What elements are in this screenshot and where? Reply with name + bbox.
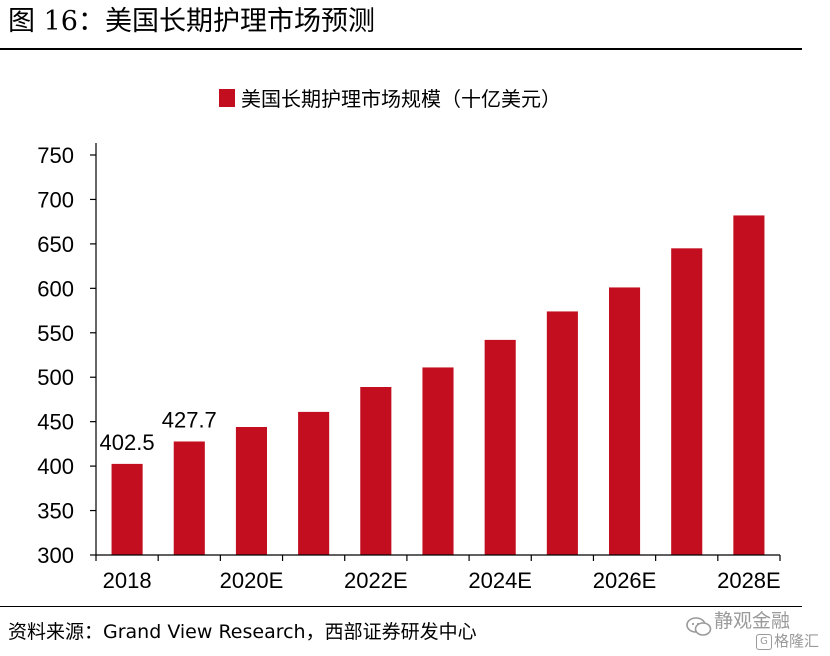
legend-swatch xyxy=(219,89,235,107)
bar-2020E xyxy=(235,427,267,555)
y-tick-label-300: 300 xyxy=(37,543,74,568)
y-tick-label-350: 350 xyxy=(37,499,74,524)
bar-2025E xyxy=(546,311,578,555)
x-tick-label-2028E: 2028E xyxy=(717,568,781,593)
bar-2027E xyxy=(671,248,703,555)
figure-title: 图 16：美国长期护理市场预测 xyxy=(8,6,375,37)
wechat-bubble-icon xyxy=(686,617,712,636)
y-tick-label-500: 500 xyxy=(37,365,74,390)
x-tick-label-2022E: 2022E xyxy=(344,568,408,593)
data-label-2018: 402.5 xyxy=(100,430,155,455)
y-tick-label-400: 400 xyxy=(37,454,74,479)
gelonghui-logo-icon: G xyxy=(756,634,772,650)
bar-2024E xyxy=(484,339,516,555)
x-tick-label-2020E: 2020E xyxy=(220,568,284,593)
watermark-name: 静观金融 xyxy=(714,610,791,632)
y-tick-label-650: 650 xyxy=(37,232,74,257)
chart-legend: 美国长期护理市场规模（十亿美元） xyxy=(219,87,561,111)
bar-2019 xyxy=(173,441,205,555)
bar-2022E xyxy=(360,387,392,555)
bar-chart: 美国长期护理市场规模（十亿美元） 300 350 400 450 500 550 600 65… xyxy=(37,87,781,593)
bar-2021E xyxy=(298,411,330,555)
x-tick-label-2026E: 2026E xyxy=(593,568,657,593)
bar-2023E xyxy=(422,367,454,555)
bar-2026E xyxy=(609,287,641,555)
source-divider xyxy=(0,606,802,607)
y-tick-label-700: 700 xyxy=(37,187,74,212)
watermark-sub: 格隆汇 xyxy=(774,632,820,650)
bar-2028E xyxy=(733,215,765,555)
legend-label: 美国长期护理市场规模（十亿美元） xyxy=(241,87,561,111)
bar-2018 xyxy=(111,463,143,555)
source-note: 资料来源：Grand View Research，西部证券研发中心 xyxy=(8,621,477,643)
title-divider xyxy=(0,48,802,50)
watermark: 静观金融 G 格隆汇 xyxy=(686,606,826,654)
y-tick-label-600: 600 xyxy=(37,276,74,301)
x-tick-label-2018: 2018 xyxy=(103,568,152,593)
y-tick-label-750: 750 xyxy=(37,143,74,168)
y-tick-label-450: 450 xyxy=(37,410,74,435)
x-tick-label-2024E: 2024E xyxy=(468,568,532,593)
y-tick-label-550: 550 xyxy=(37,321,74,346)
data-label-2019: 427.7 xyxy=(162,407,217,432)
